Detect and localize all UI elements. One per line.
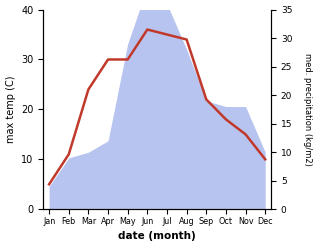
Y-axis label: max temp (C): max temp (C)	[5, 76, 16, 143]
Y-axis label: med. precipitation (kg/m2): med. precipitation (kg/m2)	[303, 53, 313, 166]
X-axis label: date (month): date (month)	[118, 231, 196, 242]
